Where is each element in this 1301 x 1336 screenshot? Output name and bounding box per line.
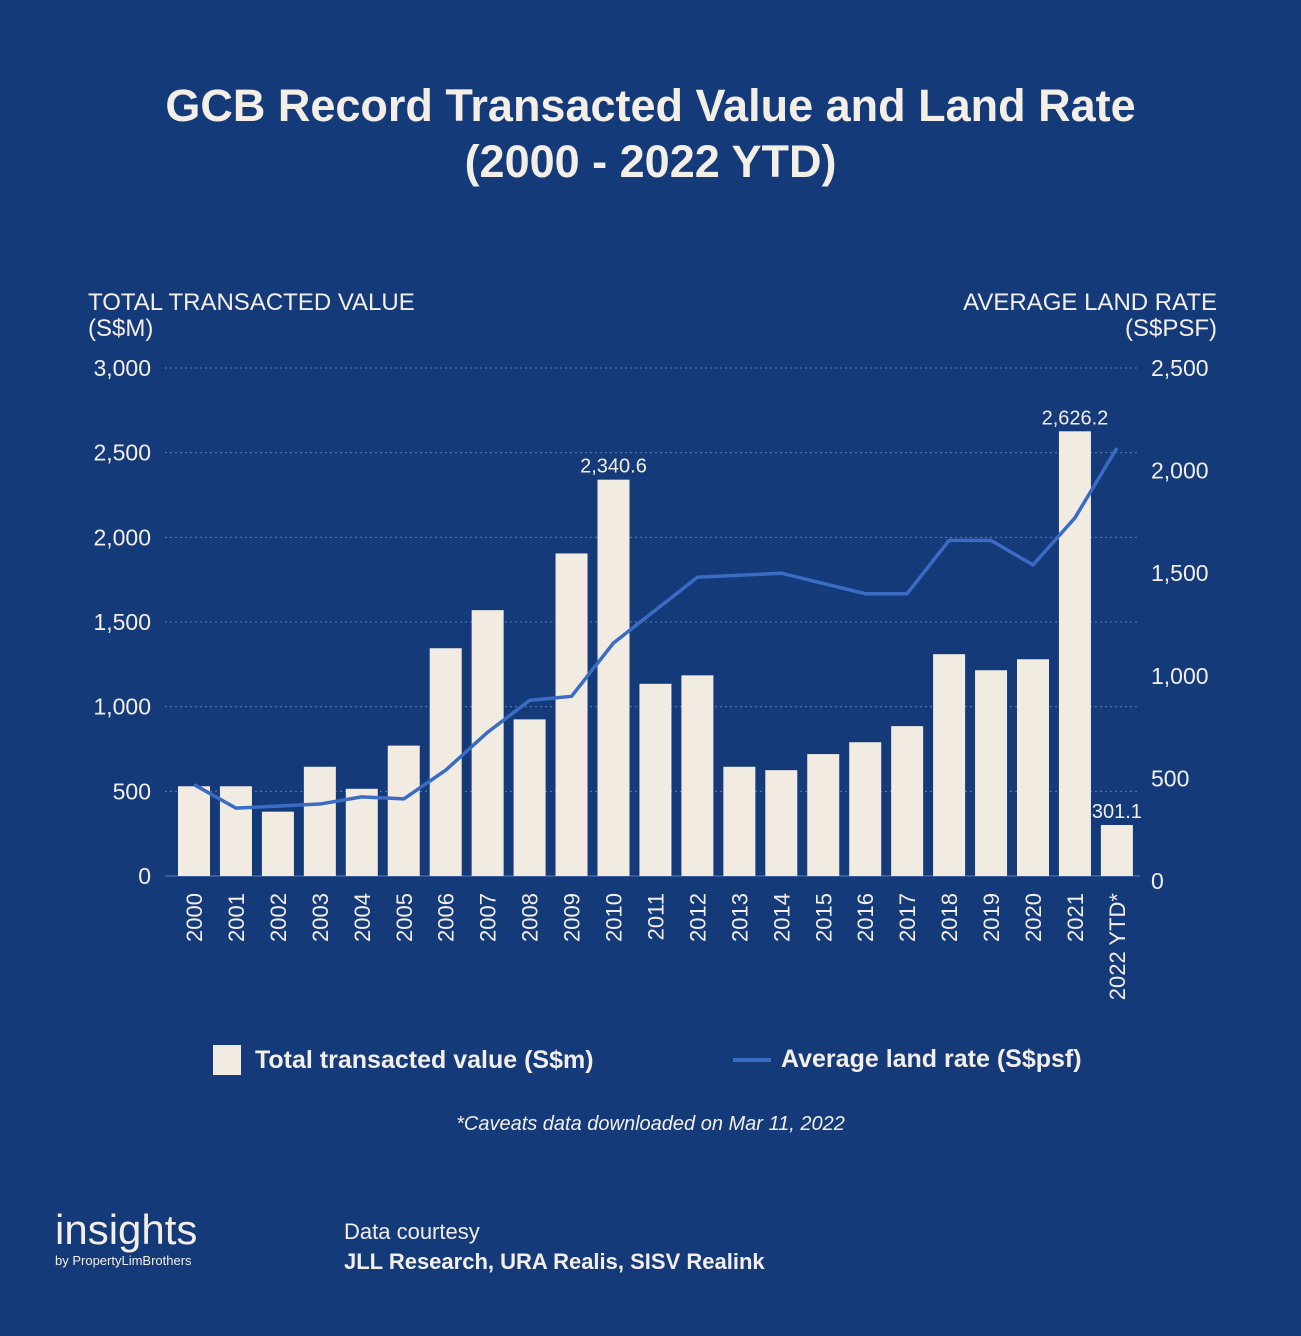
bar (261, 811, 294, 876)
bar (513, 719, 546, 876)
left-tick-label: 1,500 (93, 609, 151, 635)
bar (765, 770, 798, 876)
bar (555, 553, 588, 876)
right-tick-label: 2,000 (1151, 458, 1209, 484)
bar (303, 766, 336, 876)
bar (681, 675, 714, 876)
x-category-label: 2008 (518, 893, 543, 942)
x-category-label: 2009 (560, 893, 585, 942)
source-value: JLL Research, URA Realis, SISV Realink (344, 1249, 765, 1274)
data-source: Data courtesy JLL Research, URA Realis, … (344, 1217, 765, 1277)
bar (387, 745, 420, 876)
bar (597, 479, 630, 876)
right-tick-label: 1,000 (1151, 663, 1209, 689)
bar (345, 788, 378, 876)
x-category-label: 2010 (602, 893, 627, 942)
legend-line-swatch (733, 1057, 771, 1062)
bar (639, 683, 672, 876)
right-axis-title-line1: AVERAGE LAND RATE (963, 289, 1217, 316)
x-category-label: 2019 (979, 893, 1004, 942)
bar (975, 670, 1008, 876)
bar (219, 786, 252, 876)
x-category-label: 2005 (392, 893, 417, 942)
left-axis-title-line2: (S$M) (88, 315, 154, 342)
land-rate-line (193, 447, 1119, 810)
x-category-label: 2018 (937, 893, 962, 942)
source-label: Data courtesy (344, 1219, 480, 1244)
right-tick-label: 1,500 (1151, 560, 1209, 586)
brand-name: insights (55, 1206, 198, 1253)
left-tick-label: 2,500 (93, 440, 151, 466)
x-category-label: 2012 (685, 893, 710, 942)
right-tick-label: 0 (1151, 868, 1164, 894)
left-axis-title: TOTAL TRANSACTED VALUE (S$M) (88, 290, 415, 342)
x-category-label: 2015 (811, 893, 836, 942)
legend-bar-label: Total transacted value (S$m) (255, 1045, 594, 1074)
legend-item-line: Average land rate (S$psf) (733, 1045, 1082, 1074)
x-category-label: 2016 (853, 893, 878, 942)
chart-legend: Total transacted value (S$m) Average lan… (0, 1045, 1301, 1085)
chart-title-line1: GCB Record Transacted Value and Land Rat… (165, 80, 1136, 131)
x-category-label: 2002 (266, 893, 291, 942)
x-category-label: 2013 (727, 893, 752, 942)
left-tick-label: 1,000 (93, 694, 151, 720)
legend-bar-swatch (213, 1045, 241, 1075)
left-axis-title-line1: TOTAL TRANSACTED VALUE (88, 289, 415, 316)
bar-data-label: 2,626.2 (1042, 407, 1109, 429)
left-tick-label: 0 (138, 863, 151, 889)
chart-plot: 0 500 1,000 1,500 2,000 2,500 3,000 0 500 1,000 1,… (93, 355, 1209, 1001)
x-category-label: 2000 (182, 893, 207, 942)
x-category-label: 2014 (769, 893, 794, 942)
bar-data-label: 301.1 (1092, 801, 1142, 823)
bar-data-label: 2,340.6 (580, 456, 647, 478)
bar (807, 754, 840, 876)
right-axis-title: AVERAGE LAND RATE (S$PSF) (963, 290, 1217, 342)
chart-title-line2: (2000 - 2022 YTD) (464, 136, 837, 187)
right-axis-title-line2: (S$PSF) (1124, 315, 1217, 342)
left-tick-label: 500 (113, 778, 151, 804)
x-category-label: 2004 (350, 893, 375, 942)
x-category-label: 2001 (224, 893, 249, 942)
right-tick-label: 500 (1151, 765, 1189, 791)
x-category-label: 2006 (434, 893, 459, 942)
x-category-label: 2003 (308, 893, 333, 942)
x-category-label: 2021 (1063, 893, 1088, 942)
bar (849, 742, 882, 876)
x-category-label: 2017 (895, 893, 920, 942)
x-category-label: 2007 (476, 893, 501, 942)
x-category-label: 2011 (643, 893, 668, 940)
bar (723, 766, 756, 876)
bar (933, 654, 966, 876)
left-tick-label: 3,000 (93, 355, 151, 381)
brand-tagline: by PropertyLimBrothers (55, 1253, 192, 1268)
bar (1017, 659, 1049, 876)
legend-line-label: Average land rate (S$psf) (781, 1045, 1082, 1073)
chart-title: GCB Record Transacted Value and Land Rat… (0, 78, 1301, 190)
x-category-label: 2020 (1021, 893, 1046, 942)
brand-logo: insights by PropertyLimBrothers (55, 1206, 198, 1269)
legend-item-bars: Total transacted value (S$m) (213, 1045, 594, 1075)
left-tick-label: 2,000 (93, 524, 151, 550)
x-category-label: 2022 YTD* (1105, 893, 1130, 1001)
footnote: *Caveats data downloaded on Mar 11, 2022 (456, 1113, 845, 1135)
right-tick-label: 2,500 (1151, 355, 1209, 381)
bar (178, 786, 210, 876)
bar (1058, 431, 1091, 876)
bar (891, 726, 924, 876)
bar (1100, 825, 1133, 876)
